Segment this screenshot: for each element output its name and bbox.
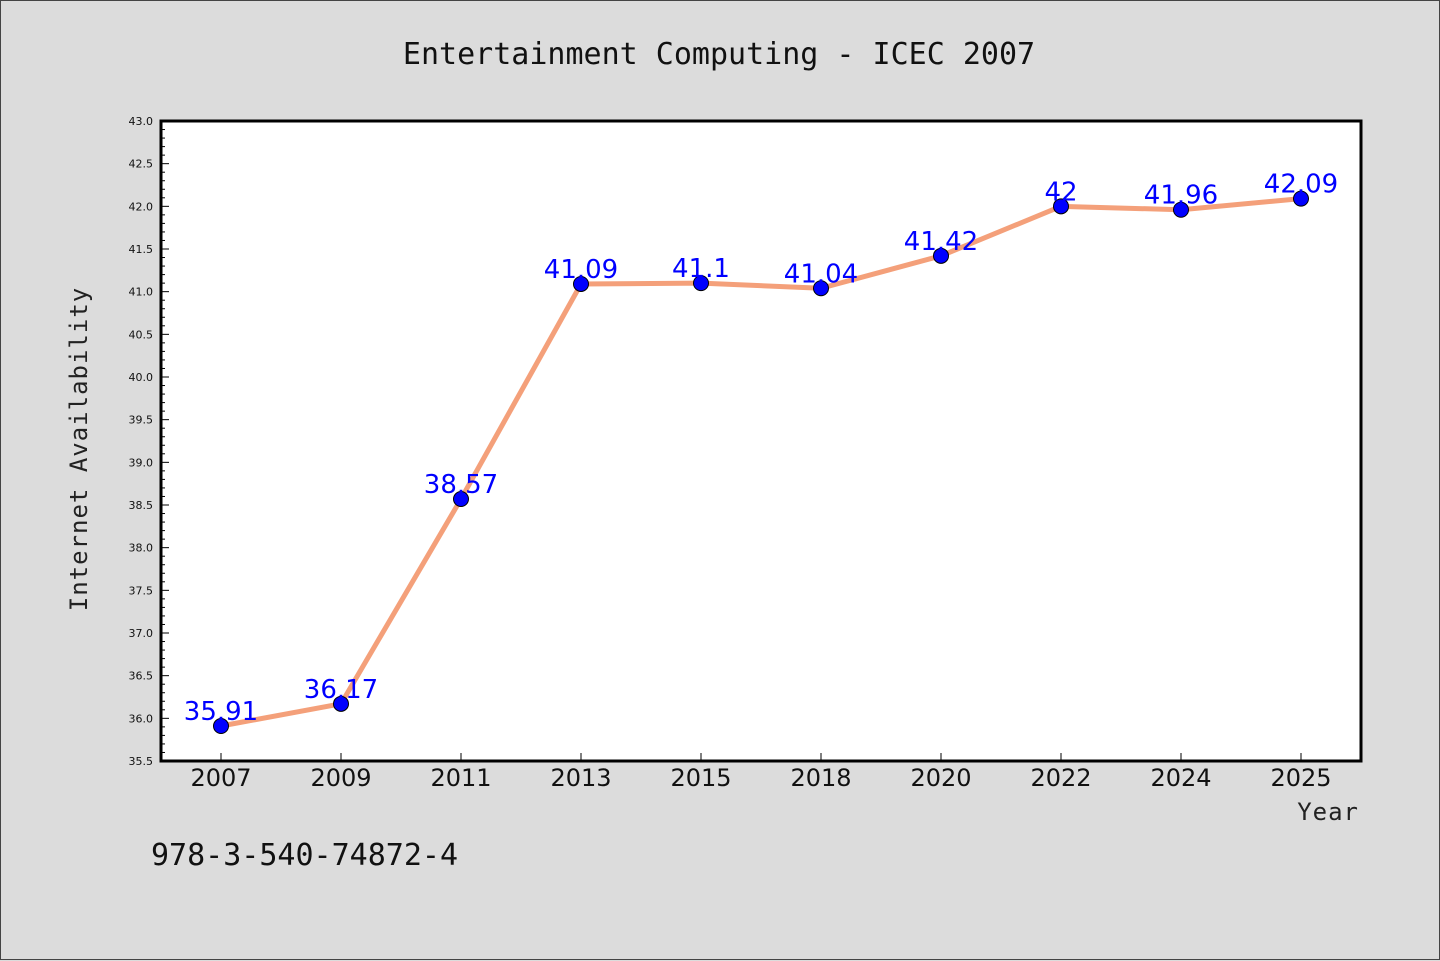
x-tick-label: 2022 bbox=[1030, 764, 1091, 792]
y-axis: 35.5 36.0 36.5 37.0 37.5 38.0 38.5 39.0 39.5 40.0… bbox=[129, 115, 169, 768]
marker-layer bbox=[213, 190, 1309, 735]
x-tick-label: 2015 bbox=[670, 764, 731, 792]
series-line bbox=[218, 196, 1304, 729]
data-point bbox=[1173, 201, 1189, 218]
plot-area bbox=[159, 119, 1363, 763]
y-tick-label: 36.5 bbox=[129, 670, 154, 683]
data-point bbox=[1053, 198, 1069, 215]
isbn-text: 978-3-540-74872-4 bbox=[151, 838, 458, 873]
x-tick-label: 2009 bbox=[310, 764, 371, 792]
y-tick-label: 36.0 bbox=[129, 712, 154, 725]
data-label: 36.17 bbox=[304, 675, 378, 705]
x-axis-label: Year bbox=[1297, 798, 1359, 826]
y-tick-label: 37.5 bbox=[129, 584, 154, 597]
data-point bbox=[573, 275, 589, 292]
y-tick-label: 41.0 bbox=[129, 286, 154, 299]
x-tick-label: 2020 bbox=[910, 764, 971, 792]
x-tick-label: 2025 bbox=[1270, 764, 1331, 792]
y-tick-label: 41.5 bbox=[129, 243, 154, 256]
data-label: 41.42 bbox=[904, 227, 978, 257]
data-label: 35.91 bbox=[184, 697, 258, 727]
data-point bbox=[1293, 190, 1309, 207]
x-tick-label: 2011 bbox=[430, 764, 491, 792]
y-tick-label: 40.5 bbox=[129, 328, 154, 341]
y-tick-label: 42.0 bbox=[129, 200, 154, 213]
data-point bbox=[453, 491, 469, 508]
data-label: 41.04 bbox=[784, 259, 858, 289]
data-label: 41.09 bbox=[544, 255, 618, 285]
x-tick-label: 2024 bbox=[1150, 764, 1211, 792]
chart-title: Entertainment Computing - ICEC 2007 bbox=[403, 37, 1035, 72]
data-label: 38.57 bbox=[424, 470, 498, 500]
data-label: 41.1 bbox=[672, 254, 730, 284]
y-tick-label: 38.0 bbox=[129, 542, 154, 555]
x-tick-label: 2007 bbox=[190, 764, 251, 792]
y-tick-label: 39.0 bbox=[129, 456, 154, 469]
data-point bbox=[693, 275, 709, 292]
y-axis-label: Internet Availability bbox=[65, 287, 93, 611]
x-tick-label: 2013 bbox=[550, 764, 611, 792]
data-point bbox=[213, 718, 229, 735]
y-tick-label: 37.0 bbox=[129, 627, 154, 640]
y-tick-label: 43.0 bbox=[129, 115, 154, 128]
x-axis: 2007 2009 2011 2013 2015 2018 2020 2022 2024 2025 bbox=[190, 753, 1332, 792]
data-label: 41.96 bbox=[1144, 181, 1218, 211]
y-tick-label: 40.0 bbox=[129, 371, 154, 384]
y-tick-label: 39.5 bbox=[129, 414, 154, 427]
y-tick-label: 42.5 bbox=[129, 158, 154, 171]
y-tick-label: 35.5 bbox=[129, 755, 154, 768]
data-label: 42 bbox=[1044, 177, 1077, 207]
data-label-layer: 35.91 36.17 38.57 41.09 41.1 41.04 41.42 42 41.9… bbox=[184, 170, 1338, 727]
x-tick-label: 2018 bbox=[790, 764, 851, 792]
data-point bbox=[933, 247, 949, 264]
data-point bbox=[813, 280, 829, 297]
data-point bbox=[333, 695, 349, 712]
y-tick-label: 38.5 bbox=[129, 499, 154, 512]
series-line-layer bbox=[218, 196, 1304, 729]
data-label: 42.09 bbox=[1264, 170, 1338, 200]
